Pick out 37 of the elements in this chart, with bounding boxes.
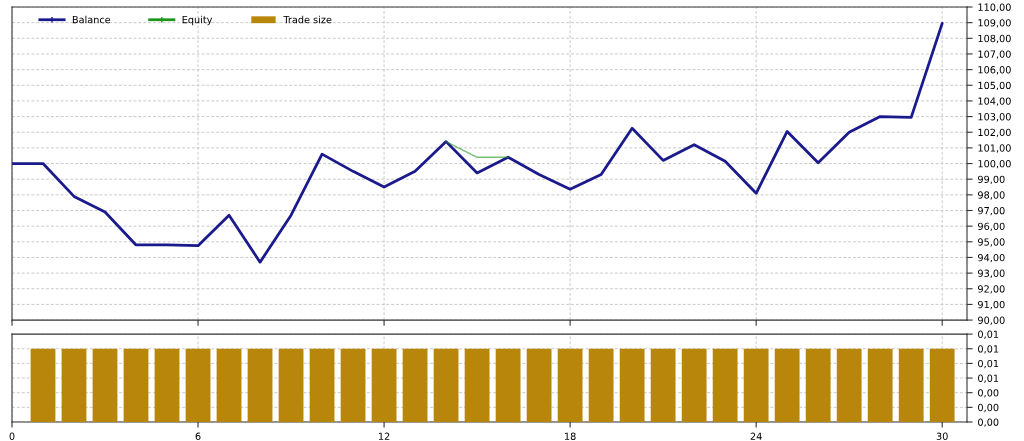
y-tick-label: 103,00 [978, 113, 1011, 122]
y-tick-label: 97,00 [978, 206, 1005, 216]
legend-label: Balance [72, 15, 111, 24]
y-tick-label: 102,00 [978, 128, 1011, 138]
y-tick-label: 0,01 [978, 374, 999, 383]
y-tick-label: 91,00 [978, 300, 1005, 310]
x-tick-label: 12 [378, 432, 390, 440]
y-tick-label: 96,00 [978, 222, 1005, 231]
legend-label: Equity [182, 15, 213, 26]
y-tick-label: 92,00 [978, 285, 1005, 294]
x-tick-label: 0 [9, 432, 15, 440]
x-tick-label: 18 [565, 432, 576, 440]
y-tick-label: 94,00 [978, 253, 1005, 263]
y-tick-label: 101,00 [978, 144, 1011, 153]
y-tick-label: 108,00 [978, 34, 1011, 44]
y-tick-label: 0,01 [978, 330, 999, 339]
y-tick-label: 0,01 [978, 359, 999, 369]
y-tick-label: 107,00 [978, 50, 1011, 59]
y-tick-label: 0,00 [978, 389, 999, 398]
x-tick-label: 6 [195, 432, 201, 440]
y-tick-label: 95,00 [978, 238, 1005, 247]
y-tick-label: 110,00 [978, 3, 1011, 12]
y-tick-label: 0,00 [978, 418, 999, 427]
y-tick-label: 90,00 [978, 316, 1005, 325]
y-tick-label: 109,00 [978, 19, 1011, 28]
x-tick-label: 24 [750, 432, 762, 440]
y-tick-label: 99,00 [978, 175, 1005, 185]
y-tick-label: 0,01 [978, 345, 999, 354]
x-tick-label: 30 [936, 432, 948, 440]
y-tick-label: 98,00 [978, 191, 1005, 200]
y-tick-label: 106,00 [978, 66, 1011, 75]
y-tick-label: 105,00 [978, 81, 1011, 91]
legend-label: Trade size [283, 15, 332, 24]
y-tick-label: 100,00 [978, 160, 1011, 169]
y-tick-label: 93,00 [978, 269, 1005, 278]
y-tick-label: 104,00 [978, 97, 1011, 106]
y-tick-label: 0,00 [978, 403, 999, 413]
